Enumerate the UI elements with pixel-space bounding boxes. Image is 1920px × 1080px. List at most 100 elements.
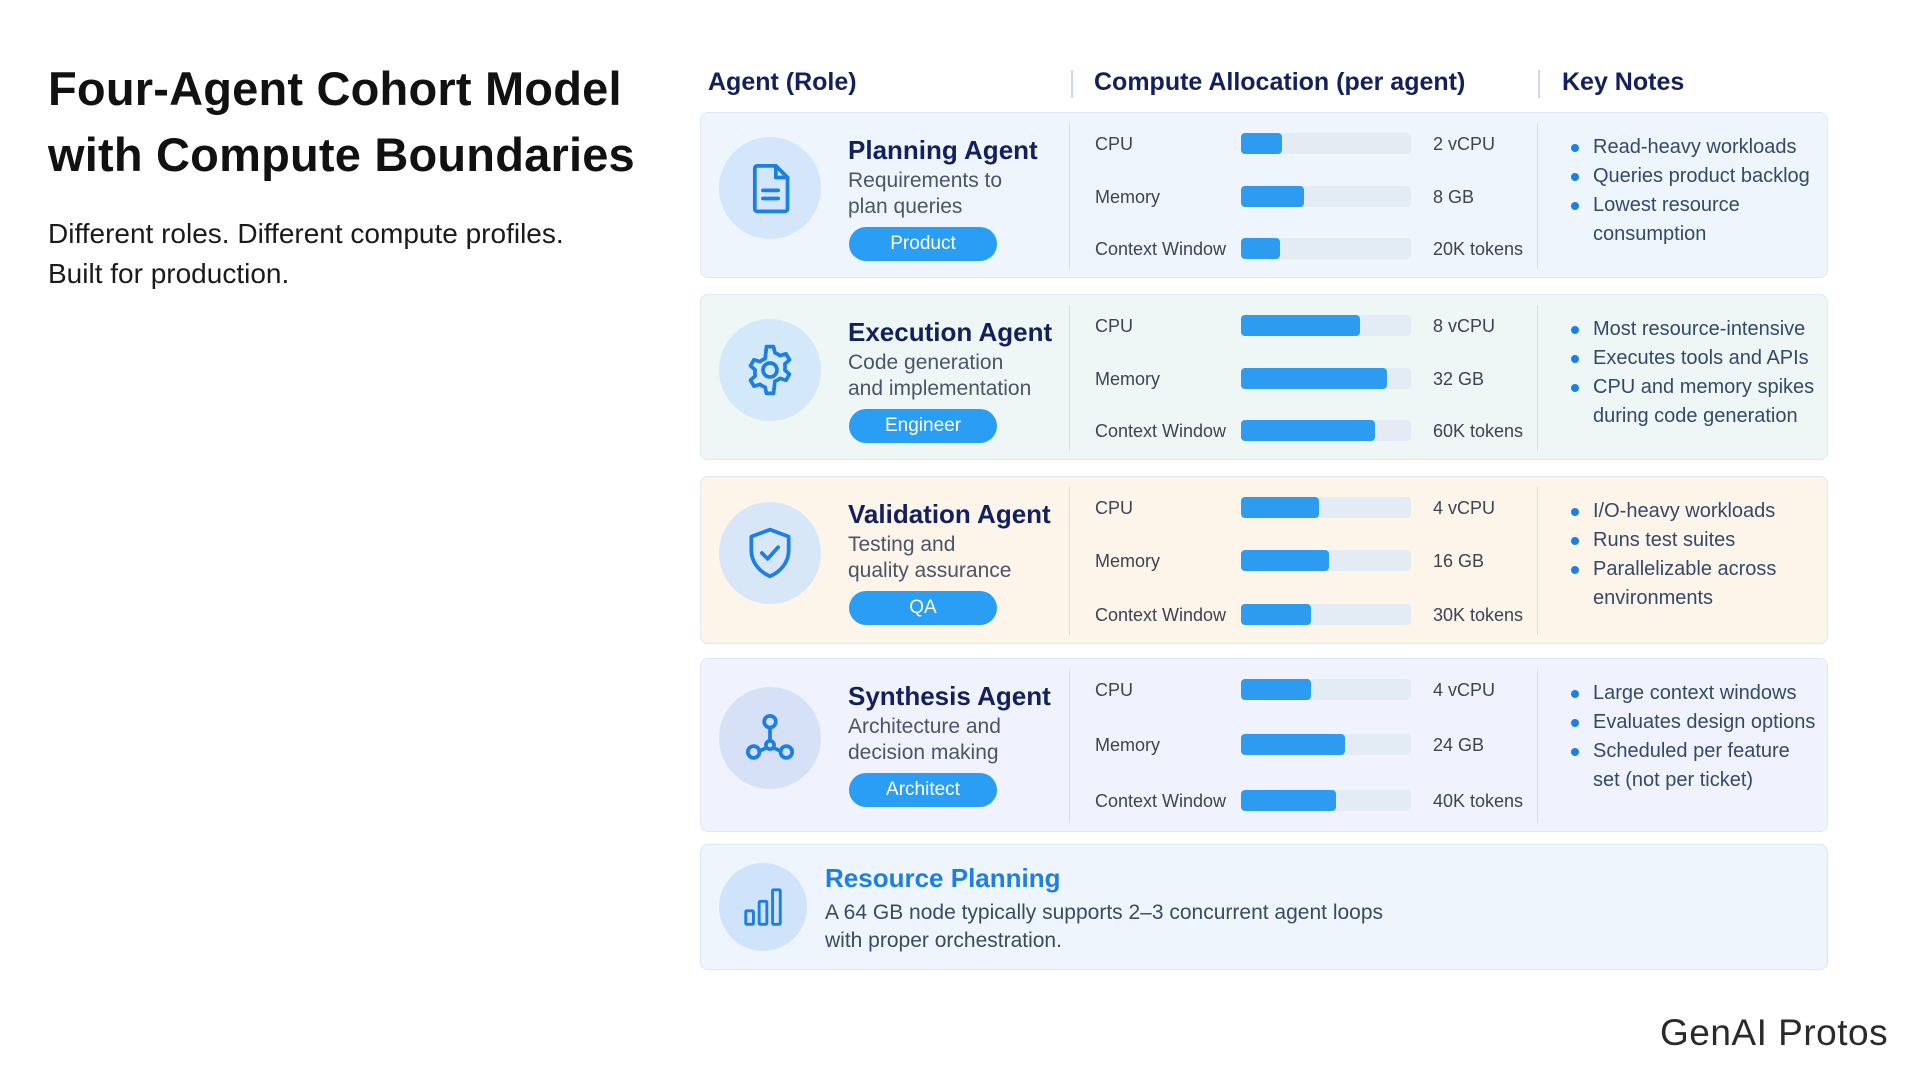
metric-label: Context Window xyxy=(1095,605,1227,625)
metric-label: Context Window xyxy=(1095,791,1227,811)
header-divider xyxy=(1538,70,1540,98)
key-note-item: Runs test suites xyxy=(1569,526,1819,555)
key-note-item: Lowest resource consumption xyxy=(1569,191,1819,249)
metric-label: Context Window xyxy=(1095,421,1227,441)
column-divider xyxy=(1069,123,1070,269)
metric-bar-fill xyxy=(1241,679,1311,700)
metric-bar-fill xyxy=(1241,497,1319,518)
agent-avatar xyxy=(719,687,821,789)
resource-planning-line-2: with proper orchestration. xyxy=(825,929,1062,952)
header-agent-role: Agent (Role) xyxy=(708,68,857,96)
metric-bar-fill xyxy=(1241,550,1329,571)
column-divider xyxy=(1069,669,1070,823)
metric-bar-fill xyxy=(1241,368,1387,389)
shield-check-icon xyxy=(749,527,791,579)
metric-bar-track xyxy=(1241,368,1411,389)
column-divider xyxy=(1537,305,1538,451)
title-line-1: Four-Agent Cohort Model xyxy=(48,62,622,115)
metric-value: 8 vCPU xyxy=(1433,316,1496,336)
metric-bar-track xyxy=(1241,604,1411,625)
agent-name: Planning Agent xyxy=(848,135,1038,165)
key-note-item: Evaluates design options xyxy=(1569,708,1819,737)
resource-planning-card: Resource Planning A 64 GB node typically… xyxy=(700,844,1828,970)
metric-label: CPU xyxy=(1095,498,1134,518)
metric-bar-track xyxy=(1241,420,1411,441)
cpu-metric: CPU 4 vCPU xyxy=(1095,495,1515,521)
memory-metric: Memory 8 GB xyxy=(1095,184,1515,210)
agent-avatar xyxy=(719,502,821,604)
column-divider xyxy=(1537,123,1538,269)
agent-description-line-2: plan queries xyxy=(848,195,963,218)
page-subtitle: Different roles. Different compute profi… xyxy=(48,214,668,294)
column-divider xyxy=(1537,669,1538,823)
metric-label: CPU xyxy=(1095,316,1134,336)
title-line-2: with Compute Boundaries xyxy=(48,128,635,181)
agent-card: Validation Agent Testing and quality assur… xyxy=(700,476,1828,644)
agent-card: Execution Agent Code generation and implem… xyxy=(700,294,1828,460)
column-headers: Agent (Role) Compute Allocation (per age… xyxy=(700,62,1828,110)
role-badge: Architect xyxy=(849,773,997,807)
subtitle-line-1: Different roles. Different compute profi… xyxy=(48,218,564,249)
cpu-metric: CPU 8 vCPU xyxy=(1095,313,1515,339)
header-divider xyxy=(1071,70,1073,98)
context-window-metric: Context Window 30K tokens xyxy=(1095,602,1523,628)
role-badge: QA xyxy=(849,591,997,625)
metric-bar-track xyxy=(1241,315,1411,336)
agent-description-line-1: Requirements to xyxy=(848,169,1003,192)
agent-card: Planning Agent Requirements to plan querie… xyxy=(700,112,1828,278)
metric-bar-track xyxy=(1241,497,1411,518)
header-compute-allocation: Compute Allocation (per agent) xyxy=(1094,68,1466,96)
resource-planning-line-1: A 64 GB node typically supports 2–3 conc… xyxy=(825,901,1384,924)
key-note-item: Read-heavy workloads xyxy=(1569,133,1819,162)
agent-name: Validation Agent xyxy=(848,499,1051,529)
memory-metric: Memory 32 GB xyxy=(1095,366,1515,392)
page-title: Four-Agent Cohort Model with Compute Bou… xyxy=(48,56,668,188)
role-badge: Product xyxy=(849,227,997,261)
metric-bar-fill xyxy=(1241,420,1375,441)
agent-card: Synthesis Agent Architecture and decision … xyxy=(700,658,1828,832)
metric-bar-track xyxy=(1241,679,1411,700)
metric-bar-track xyxy=(1241,550,1411,571)
subtitle-line-2: Built for production. xyxy=(48,258,290,289)
header-key-notes: Key Notes xyxy=(1562,68,1685,96)
metric-label: Memory xyxy=(1095,735,1161,755)
key-notes-list: Large context windows Evaluates design op… xyxy=(1569,679,1819,795)
title-block: Four-Agent Cohort Model with Compute Bou… xyxy=(48,56,668,294)
key-note-item: Queries product backlog xyxy=(1569,162,1819,191)
context-window-metric: Context Window 20K tokens xyxy=(1095,236,1523,262)
metric-label: Memory xyxy=(1095,187,1161,207)
key-notes-list: I/O-heavy workloads Runs test suites Paral… xyxy=(1569,497,1819,613)
key-note-item: Executes tools and APIs xyxy=(1569,344,1819,373)
network-nodes-icon xyxy=(745,713,795,760)
bar-chart-icon xyxy=(744,888,782,926)
metric-bar-fill xyxy=(1241,790,1336,811)
metric-label: CPU xyxy=(1095,134,1134,154)
gear-icon xyxy=(748,344,792,396)
cpu-metric: CPU 4 vCPU xyxy=(1095,677,1515,703)
agent-name: Execution Agent xyxy=(848,317,1053,347)
key-note-item: Large context windows xyxy=(1569,679,1819,708)
metric-bar-track xyxy=(1241,734,1411,755)
agent-avatar xyxy=(719,137,821,239)
agent-description: Requirements to plan queries xyxy=(848,168,1058,220)
key-note-item: Scheduled per feature set (not per ticke… xyxy=(1569,737,1819,795)
agent-description: Testing and quality assurance xyxy=(848,532,1058,584)
metric-bar-fill xyxy=(1241,315,1360,336)
key-note-item: I/O-heavy workloads xyxy=(1569,497,1819,526)
column-divider xyxy=(1069,305,1070,451)
metric-value: 24 GB xyxy=(1433,735,1485,755)
metric-label: Memory xyxy=(1095,551,1161,571)
metric-value: 2 vCPU xyxy=(1433,134,1496,154)
agent-table: Agent (Role) Compute Allocation (per age… xyxy=(700,62,1828,970)
brand-logo: GenAI Protos xyxy=(1660,1012,1889,1053)
context-window-metric: Context Window 60K tokens xyxy=(1095,418,1523,444)
metric-bar-fill xyxy=(1241,238,1280,259)
metric-value: 4 vCPU xyxy=(1433,680,1496,700)
metric-bar-fill xyxy=(1241,734,1345,755)
metric-value: 8 GB xyxy=(1433,187,1475,207)
key-note-item: CPU and memory spikes during code genera… xyxy=(1569,373,1819,431)
resource-planning-title: Resource Planning xyxy=(825,863,1061,893)
column-divider xyxy=(1069,487,1070,635)
agent-description: Architecture and decision making xyxy=(848,714,1058,766)
agent-name: Synthesis Agent xyxy=(848,681,1051,711)
